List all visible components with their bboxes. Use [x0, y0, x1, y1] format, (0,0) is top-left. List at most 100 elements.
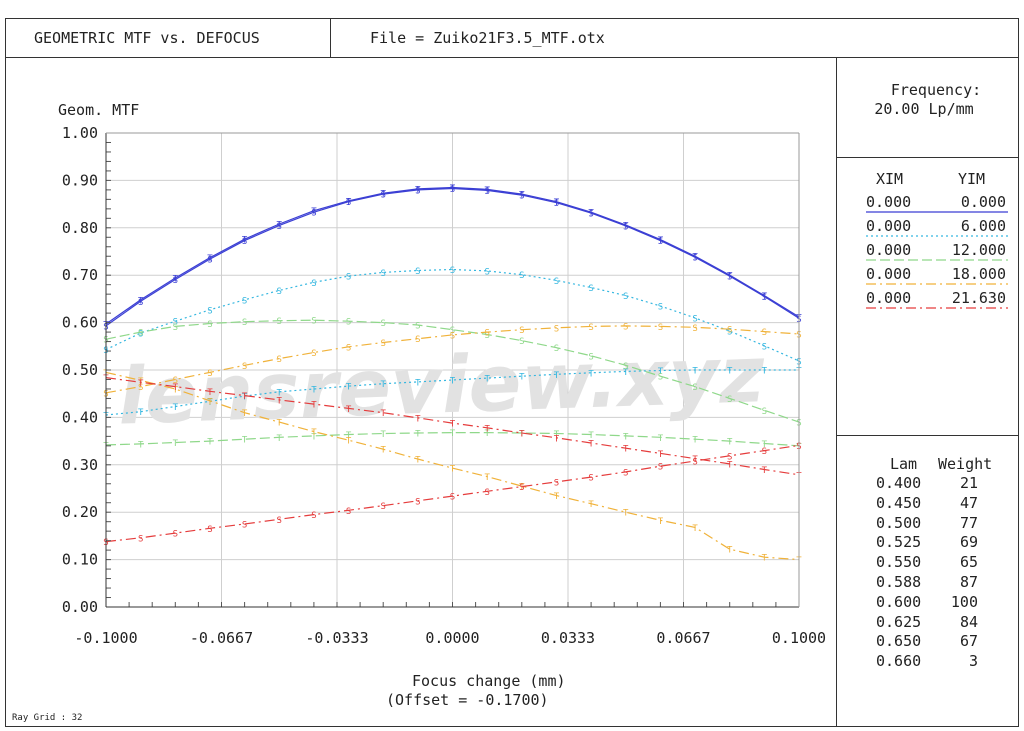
data-point-marker: S: [484, 267, 489, 277]
x-tick-label: 0.0667: [656, 629, 710, 647]
data-point-marker: T: [277, 388, 283, 398]
data-point-marker: S: [588, 284, 593, 294]
data-point-marker: S: [692, 458, 697, 468]
field-legend-row: 0.000 6.000: [866, 217, 1008, 239]
data-point-marker: S: [277, 287, 282, 297]
data-point-marker: T: [277, 396, 283, 406]
data-point-marker: T: [588, 500, 594, 510]
data-point-marker: T: [380, 190, 386, 200]
x-tick-label: 0.1000: [772, 629, 826, 647]
data-point-marker: T: [554, 434, 560, 444]
data-point-marker: S: [623, 322, 628, 332]
data-point-marker: T: [346, 197, 352, 207]
field-xim: 0.000: [866, 289, 912, 307]
data-point-marker: T: [415, 430, 421, 440]
mtf-curve: [105, 369, 799, 416]
data-point-marker: S: [554, 277, 559, 287]
data-point-marker: S: [450, 326, 455, 336]
wavelength-row: 0.650 67: [876, 632, 1006, 652]
y-tick-label: 0.30: [62, 456, 98, 474]
data-point-marker: T: [692, 455, 698, 465]
data-point-marker: T: [311, 385, 317, 395]
data-point-marker: T: [484, 424, 490, 434]
y-tick-label: 0.00: [62, 598, 98, 616]
wavelength-weight: 87: [959, 573, 978, 591]
data-point-marker: T: [554, 430, 560, 440]
data-point-marker: S: [519, 192, 524, 202]
data-point-marker: T: [173, 385, 179, 395]
data-point-marker: S: [311, 511, 316, 521]
wavelength-row: 0.660 3: [876, 652, 1006, 672]
data-point-marker: T: [207, 438, 213, 448]
data-point-marker: T: [207, 397, 213, 407]
data-point-marker: T: [346, 431, 352, 441]
data-point-marker: S: [762, 342, 767, 352]
data-point-marker: S: [415, 321, 420, 331]
wavelength-row: 0.588 87: [876, 573, 1006, 593]
x-tick-label: -0.0333: [305, 629, 368, 647]
data-point-marker: S: [277, 222, 282, 232]
field-xim: 0.000: [866, 265, 912, 283]
y-tick-label: 0.80: [62, 219, 98, 237]
data-point-marker: T: [415, 378, 421, 388]
data-point-marker: S: [727, 273, 732, 283]
data-point-marker: S: [138, 298, 143, 308]
data-point-marker: S: [762, 328, 767, 338]
field-legend-line: [866, 211, 1008, 213]
x-tick-label: 0.0000: [425, 629, 479, 647]
field-yim: 6.000: [960, 217, 1006, 235]
data-point-marker: T: [727, 546, 733, 556]
field-legend-line: [866, 235, 1008, 237]
data-point-marker: S: [519, 483, 524, 493]
data-point-marker: S: [311, 317, 316, 327]
data-point-marker: S: [311, 349, 316, 359]
y-tick-label: 0.60: [62, 314, 98, 332]
data-point-marker: T: [692, 436, 698, 446]
data-point-marker: S: [623, 292, 628, 302]
data-point-marker: T: [623, 445, 629, 455]
data-point-marker: S: [692, 314, 697, 324]
data-point-marker: T: [277, 419, 283, 429]
weight-header: Weight: [938, 455, 993, 473]
data-point-marker: S: [519, 337, 524, 347]
data-point-marker: T: [450, 376, 456, 386]
x-axis-offset-label: (Offset = -0.1700): [386, 691, 549, 709]
data-point-marker: S: [277, 355, 282, 365]
data-point-marker: T: [138, 408, 144, 418]
data-point-marker: S: [484, 331, 489, 341]
data-point-marker: S: [242, 521, 247, 531]
data-point-marker: S: [207, 525, 212, 535]
data-point-marker: T: [484, 429, 490, 439]
data-point-marker: S: [207, 320, 212, 330]
field-legend-row: 0.000 12.000: [866, 241, 1008, 263]
field-legend-row: 0.000 18.000: [866, 265, 1008, 287]
y-tick-label: 0.70: [62, 266, 98, 284]
data-point-marker: T: [207, 398, 213, 408]
wavelength-weight: 67: [959, 632, 978, 651]
field-yim: 21.630: [951, 289, 1006, 307]
data-point-marker: S: [415, 497, 420, 507]
data-point-marker: T: [138, 379, 144, 389]
data-point-marker: S: [658, 373, 663, 383]
data-point-marker: T: [554, 371, 560, 381]
data-point-marker: S: [658, 237, 663, 247]
data-point-marker: S: [138, 330, 143, 340]
data-point-marker: T: [588, 431, 594, 441]
data-point-marker: T: [207, 388, 213, 398]
data-point-marker: S: [311, 279, 316, 289]
frequency-label: Frequency:: [890, 81, 982, 99]
data-point-marker: S: [173, 318, 178, 328]
data-point-marker: T: [727, 460, 733, 470]
wavelength-value: 0.500: [876, 513, 922, 532]
data-point-marker: S: [623, 362, 628, 372]
data-point-marker: T: [138, 440, 144, 450]
data-point-marker: S: [380, 339, 385, 349]
x-axis-label: Focus change (mm): [412, 672, 566, 690]
data-point-marker: T: [450, 420, 456, 430]
data-point-marker: S: [346, 343, 351, 353]
data-point-marker: T: [623, 509, 629, 519]
data-point-marker: S: [138, 329, 143, 339]
data-point-marker: S: [277, 516, 282, 526]
data-point-marker: S: [173, 530, 178, 540]
field-yim: 18.000: [951, 265, 1006, 283]
